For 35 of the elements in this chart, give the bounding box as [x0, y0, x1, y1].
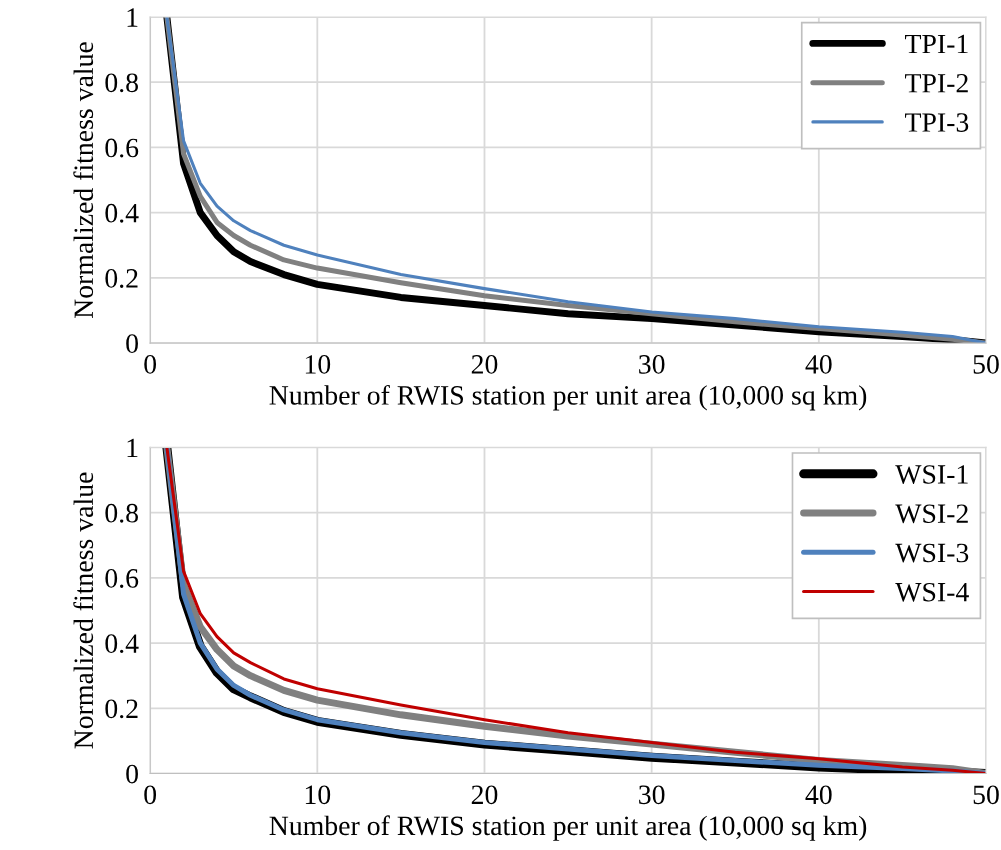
x-axis-title: Number of RWIS station per unit area (10,000 sq km): [269, 384, 867, 411]
y-tick-label: 0: [126, 334, 138, 353]
x-tick-label: 20: [471, 354, 498, 374]
legend-label: TPI-1: [905, 34, 968, 54]
y-tick-label: 0: [126, 764, 138, 784]
x-tick-label: 50: [973, 785, 999, 805]
y-tick-label: 0.4: [105, 203, 139, 223]
y-axis-title: Normalized fitness value: [73, 472, 94, 749]
x-tick-label: 10: [305, 785, 331, 805]
y-tick-label: 0.2: [105, 699, 138, 719]
legend-label: TPI-2: [905, 73, 968, 93]
x-tick-label: 0: [144, 354, 157, 374]
x-tick-label: 40: [805, 785, 832, 805]
y-axis-title: Normalized fitness value: [73, 42, 94, 319]
x-axis-title: Number of RWIS station per unit area (10,000 sq km): [269, 815, 867, 841]
x-tick-label: 30: [639, 785, 665, 805]
x-tick-label: 0: [144, 785, 157, 805]
legend-label: WSI-1: [895, 465, 968, 484]
x-tick-label: 40: [805, 354, 832, 374]
y-tick-label: 1: [127, 8, 138, 27]
x-tick-label: 10: [305, 354, 331, 374]
y-tick-label: 0.4: [105, 634, 139, 654]
y-tick-label: 0.6: [105, 569, 139, 588]
legend-label: TPI-3: [905, 113, 969, 132]
x-tick-label: 30: [639, 354, 665, 374]
x-tick-label: 50: [973, 354, 999, 374]
y-tick-label: 0.2: [105, 269, 138, 288]
legend-label: WSI-2: [895, 504, 968, 524]
y-tick-label: 0.6: [105, 138, 139, 158]
y-tick-label: 0.8: [105, 503, 138, 523]
legend-label: WSI-3: [895, 543, 969, 563]
y-tick-label: 1: [127, 438, 138, 458]
legend-label: WSI-4: [895, 582, 969, 602]
y-tick-label: 0.8: [105, 73, 138, 93]
x-tick-label: 20: [471, 785, 498, 805]
